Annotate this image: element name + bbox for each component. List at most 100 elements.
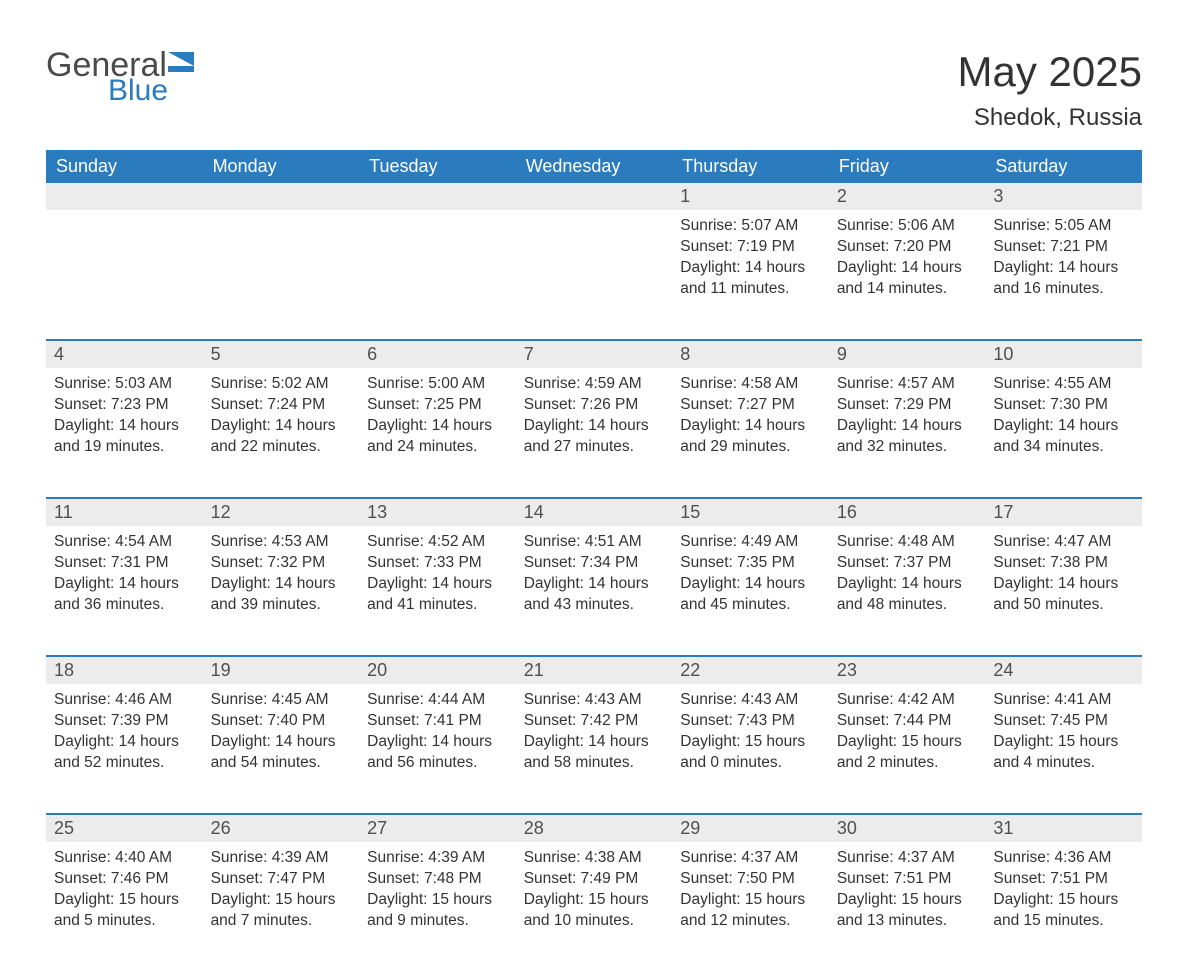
sunrise-text: Sunrise: 5:07 AM — [680, 216, 821, 237]
daylight-line2: and 4 minutes. — [993, 753, 1134, 774]
daylight-line1: Daylight: 14 hours — [993, 416, 1134, 437]
daylight-line1: Daylight: 15 hours — [680, 890, 821, 911]
day-content: Sunrise: 4:57 AMSunset: 7:29 PMDaylight:… — [829, 368, 986, 472]
sunset-text: Sunset: 7:39 PM — [54, 711, 195, 732]
day-number-cell — [46, 183, 203, 210]
sunset-text: Sunset: 7:48 PM — [367, 869, 508, 890]
sunrise-text: Sunrise: 4:46 AM — [54, 690, 195, 711]
sunrise-text: Sunrise: 4:40 AM — [54, 848, 195, 869]
day-number-cell: 6 — [359, 340, 516, 368]
daylight-line1: Daylight: 14 hours — [54, 732, 195, 753]
daylight-line2: and 29 minutes. — [680, 437, 821, 458]
sunrise-text: Sunrise: 4:54 AM — [54, 532, 195, 553]
day-content: Sunrise: 4:59 AMSunset: 7:26 PMDaylight:… — [516, 368, 673, 472]
day-content: Sunrise: 4:51 AMSunset: 7:34 PMDaylight:… — [516, 526, 673, 630]
day-number-cell: 26 — [203, 814, 360, 842]
sunrise-text: Sunrise: 4:48 AM — [837, 532, 978, 553]
daylight-line2: and 45 minutes. — [680, 595, 821, 616]
sunset-text: Sunset: 7:41 PM — [367, 711, 508, 732]
logo-flag-icon — [168, 52, 202, 83]
day-cell: Sunrise: 4:39 AMSunset: 7:48 PMDaylight:… — [359, 842, 516, 972]
day-number-cell: 15 — [672, 498, 829, 526]
day-number-cell — [203, 183, 360, 210]
daylight-line2: and 39 minutes. — [211, 595, 352, 616]
sunrise-text: Sunrise: 4:57 AM — [837, 374, 978, 395]
sunset-text: Sunset: 7:35 PM — [680, 553, 821, 574]
sunrise-text: Sunrise: 4:49 AM — [680, 532, 821, 553]
month-title: May 2025 — [958, 48, 1142, 96]
daylight-line1: Daylight: 15 hours — [993, 890, 1134, 911]
sunset-text: Sunset: 7:46 PM — [54, 869, 195, 890]
day-cell: Sunrise: 4:37 AMSunset: 7:51 PMDaylight:… — [829, 842, 986, 972]
sunset-text: Sunset: 7:34 PM — [524, 553, 665, 574]
day-content-row: Sunrise: 4:54 AMSunset: 7:31 PMDaylight:… — [46, 526, 1142, 656]
day-content: Sunrise: 4:49 AMSunset: 7:35 PMDaylight:… — [672, 526, 829, 630]
sunset-text: Sunset: 7:51 PM — [837, 869, 978, 890]
sunrise-text: Sunrise: 4:51 AM — [524, 532, 665, 553]
daylight-line2: and 24 minutes. — [367, 437, 508, 458]
daylight-line1: Daylight: 14 hours — [367, 574, 508, 595]
sunrise-text: Sunrise: 4:45 AM — [211, 690, 352, 711]
day-content: Sunrise: 4:38 AMSunset: 7:49 PMDaylight:… — [516, 842, 673, 946]
day-cell — [516, 210, 673, 340]
daylight-line2: and 16 minutes. — [993, 279, 1134, 300]
logo-text: General Blue — [46, 48, 168, 106]
day-number-row: 18192021222324 — [46, 656, 1142, 684]
day-content: Sunrise: 4:37 AMSunset: 7:51 PMDaylight:… — [829, 842, 986, 946]
sunrise-text: Sunrise: 4:58 AM — [680, 374, 821, 395]
daylight-line2: and 32 minutes. — [837, 437, 978, 458]
day-cell — [203, 210, 360, 340]
day-cell: Sunrise: 4:44 AMSunset: 7:41 PMDaylight:… — [359, 684, 516, 814]
daylight-line1: Daylight: 15 hours — [524, 890, 665, 911]
daylight-line1: Daylight: 15 hours — [993, 732, 1134, 753]
day-number-cell: 9 — [829, 340, 986, 368]
day-content: Sunrise: 4:39 AMSunset: 7:47 PMDaylight:… — [203, 842, 360, 946]
daylight-line2: and 15 minutes. — [993, 911, 1134, 932]
daylight-line1: Daylight: 14 hours — [211, 574, 352, 595]
sunrise-text: Sunrise: 4:53 AM — [211, 532, 352, 553]
day-content: Sunrise: 4:42 AMSunset: 7:44 PMDaylight:… — [829, 684, 986, 788]
day-content: Sunrise: 5:05 AMSunset: 7:21 PMDaylight:… — [985, 210, 1142, 314]
day-number-cell: 21 — [516, 656, 673, 684]
day-content-row: Sunrise: 5:03 AMSunset: 7:23 PMDaylight:… — [46, 368, 1142, 498]
day-content: Sunrise: 4:44 AMSunset: 7:41 PMDaylight:… — [359, 684, 516, 788]
day-content: Sunrise: 4:43 AMSunset: 7:42 PMDaylight:… — [516, 684, 673, 788]
sunrise-text: Sunrise: 4:43 AM — [680, 690, 821, 711]
day-content: Sunrise: 5:07 AMSunset: 7:19 PMDaylight:… — [672, 210, 829, 314]
sunrise-text: Sunrise: 5:06 AM — [837, 216, 978, 237]
sunrise-text: Sunrise: 4:55 AM — [993, 374, 1134, 395]
day-content: Sunrise: 4:41 AMSunset: 7:45 PMDaylight:… — [985, 684, 1142, 788]
day-cell: Sunrise: 5:03 AMSunset: 7:23 PMDaylight:… — [46, 368, 203, 498]
daylight-line1: Daylight: 14 hours — [680, 416, 821, 437]
day-cell: Sunrise: 4:48 AMSunset: 7:37 PMDaylight:… — [829, 526, 986, 656]
day-cell: Sunrise: 4:51 AMSunset: 7:34 PMDaylight:… — [516, 526, 673, 656]
daylight-line2: and 52 minutes. — [54, 753, 195, 774]
daylight-line1: Daylight: 15 hours — [837, 890, 978, 911]
daylight-line2: and 41 minutes. — [367, 595, 508, 616]
day-number-cell: 16 — [829, 498, 986, 526]
weekday-header: Friday — [829, 150, 986, 183]
day-content-row: Sunrise: 4:40 AMSunset: 7:46 PMDaylight:… — [46, 842, 1142, 972]
daylight-line2: and 13 minutes. — [837, 911, 978, 932]
daylight-line2: and 36 minutes. — [54, 595, 195, 616]
daylight-line1: Daylight: 14 hours — [837, 416, 978, 437]
daylight-line1: Daylight: 15 hours — [54, 890, 195, 911]
sunset-text: Sunset: 7:19 PM — [680, 237, 821, 258]
page-header: General Blue May 2025 Shedok, Russia — [46, 48, 1142, 132]
day-cell: Sunrise: 4:52 AMSunset: 7:33 PMDaylight:… — [359, 526, 516, 656]
daylight-line2: and 14 minutes. — [837, 279, 978, 300]
day-content: Sunrise: 5:02 AMSunset: 7:24 PMDaylight:… — [203, 368, 360, 472]
sunrise-text: Sunrise: 5:00 AM — [367, 374, 508, 395]
daylight-line1: Daylight: 15 hours — [367, 890, 508, 911]
sunset-text: Sunset: 7:25 PM — [367, 395, 508, 416]
day-number-cell: 31 — [985, 814, 1142, 842]
daylight-line2: and 22 minutes. — [211, 437, 352, 458]
daylight-line1: Daylight: 14 hours — [54, 416, 195, 437]
sunset-text: Sunset: 7:51 PM — [993, 869, 1134, 890]
sunset-text: Sunset: 7:47 PM — [211, 869, 352, 890]
day-content: Sunrise: 4:55 AMSunset: 7:30 PMDaylight:… — [985, 368, 1142, 472]
sunrise-text: Sunrise: 4:52 AM — [367, 532, 508, 553]
day-cell: Sunrise: 4:58 AMSunset: 7:27 PMDaylight:… — [672, 368, 829, 498]
day-number-cell: 24 — [985, 656, 1142, 684]
day-number-cell — [516, 183, 673, 210]
